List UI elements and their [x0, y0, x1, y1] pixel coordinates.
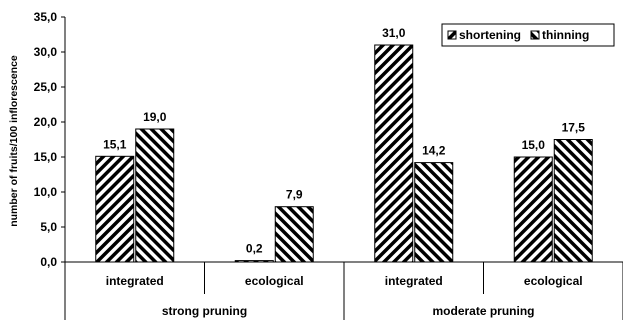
data-label-shortening: 15,0 — [522, 138, 546, 152]
x-category-label: ecological — [524, 274, 583, 288]
y-tick-label: 25,0 — [34, 80, 58, 94]
bar-shortening — [234, 260, 274, 263]
legend-swatch-thinning — [530, 30, 540, 40]
data-label-thinning: 17,5 — [562, 121, 586, 135]
bar-thinning — [274, 206, 314, 263]
y-tick-label: 5,0 — [40, 220, 57, 234]
bar-thinning — [135, 128, 175, 263]
bar-thinning — [414, 162, 454, 263]
y-tick-label: 0,0 — [40, 255, 57, 269]
y-axis: 0,0 5,0 10,0 15,0 20,0 25,0 30,0 35,0 — [34, 10, 66, 269]
y-tick-label: 20,0 — [34, 115, 58, 129]
data-label-shortening: 31,0 — [382, 26, 406, 40]
data-label-thinning: 7,9 — [286, 188, 303, 202]
bars — [95, 44, 593, 263]
legend: shortening thinning — [441, 23, 615, 47]
data-label-thinning: 19,0 — [143, 110, 167, 124]
data-labels: 15,1 19,0 0,2 7,9 31,0 14,2 15,0 17,5 — [103, 26, 585, 256]
y-tick-label: 35,0 — [34, 10, 58, 24]
x-category-label: integrated — [106, 274, 164, 288]
x-category-label: integrated — [385, 274, 443, 288]
data-label-shortening: 0,2 — [246, 242, 263, 256]
data-label-shortening: 15,1 — [103, 137, 127, 151]
x-axis: integrated ecological integrated ecological… — [64, 261, 623, 320]
x-category-label: ecological — [245, 274, 304, 288]
bar-thinning — [553, 139, 593, 263]
y-tick-label: 15,0 — [34, 150, 58, 164]
y-tick-label: 30,0 — [34, 45, 58, 59]
y-axis-label: number of fruits/100 inflorescence — [8, 55, 20, 227]
legend-label-thinning: thinning — [542, 28, 589, 42]
legend-box — [441, 23, 615, 47]
legend-label-shortening: shortening — [459, 28, 521, 42]
x-group-label: strong pruning — [162, 304, 247, 318]
bar-shortening — [374, 44, 414, 263]
data-label-thinning: 14,2 — [422, 144, 446, 158]
bar-shortening — [513, 156, 553, 263]
legend-swatch-shortening — [447, 30, 457, 40]
y-tick-label: 10,0 — [34, 185, 58, 199]
x-group-label: moderate pruning — [432, 304, 534, 318]
bar-shortening — [95, 155, 135, 263]
